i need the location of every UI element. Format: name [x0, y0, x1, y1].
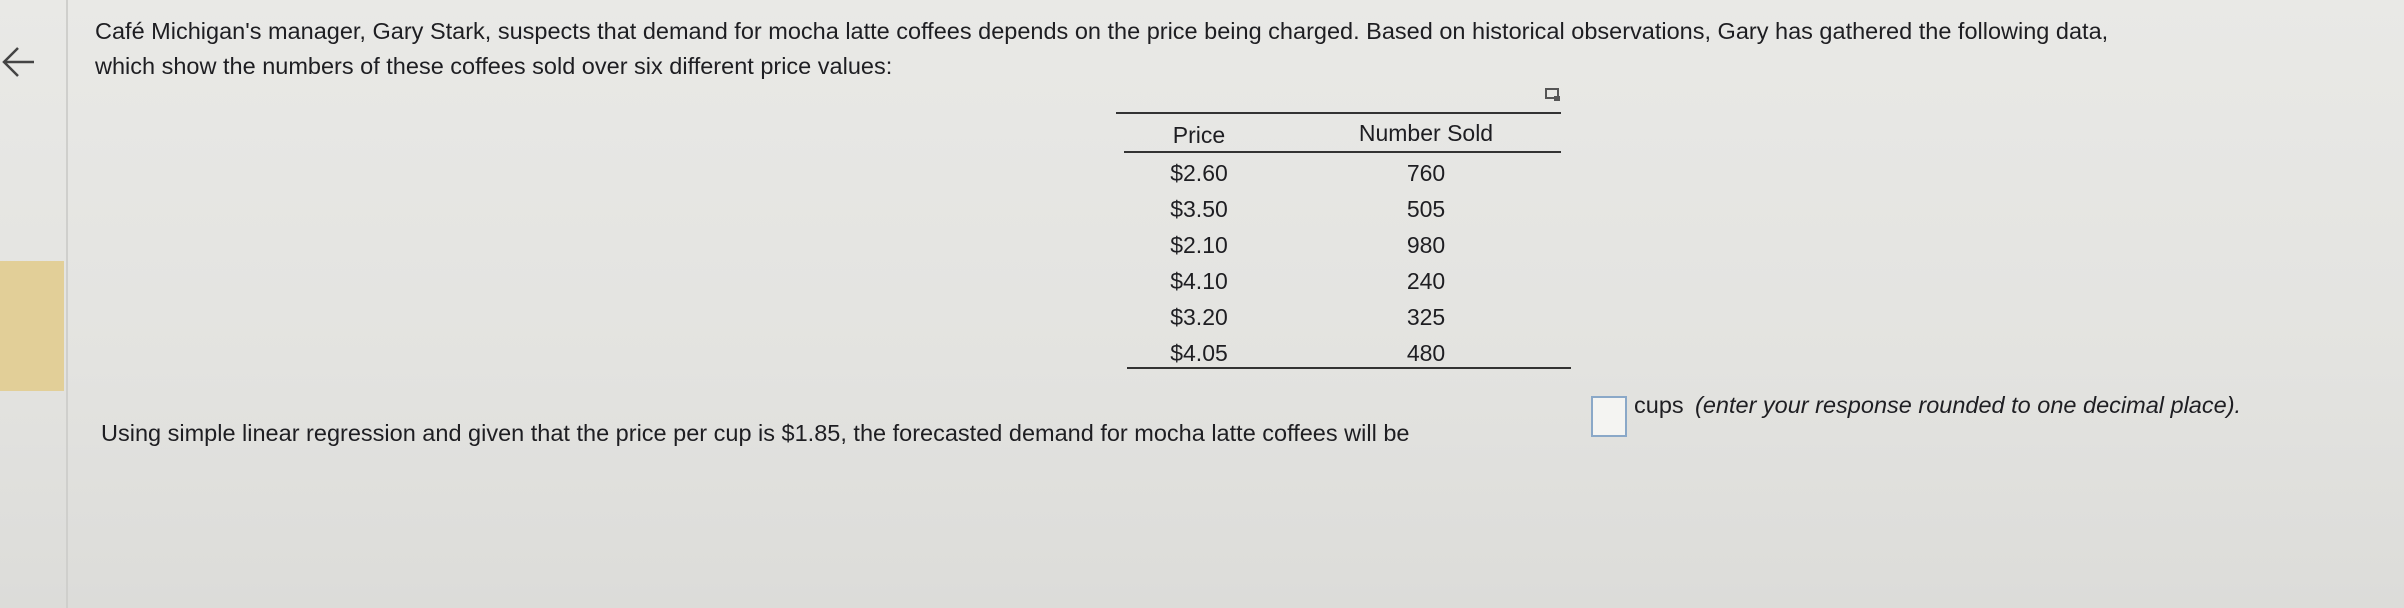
side-highlight: [0, 261, 64, 391]
table-cell: $3.50: [1170, 196, 1228, 222]
table-cell: 760: [1406, 160, 1446, 186]
back-arrow-icon: [2, 47, 34, 77]
question-unit: cups: [1634, 392, 1684, 418]
table-cell: 325: [1406, 304, 1446, 330]
table-header: Price: [1172, 122, 1226, 148]
table-cell: $2.10: [1170, 232, 1228, 258]
table-header: Number Sold: [1358, 120, 1494, 146]
table-cell: 505: [1406, 196, 1446, 222]
intro-line: which show the numbers of these coffees …: [95, 53, 893, 79]
question-text: Using simple linear regression and given…: [101, 420, 1410, 446]
table-top-rule: [1116, 112, 1561, 114]
table-cell: 240: [1406, 268, 1446, 294]
divider: [66, 0, 68, 608]
table-cell: 980: [1406, 232, 1446, 258]
expand-icon[interactable]: [1544, 87, 1562, 103]
table-header-rule: [1124, 151, 1561, 153]
intro-line: Café Michigan's manager, Gary Stark, sus…: [95, 18, 2109, 44]
answer-input[interactable]: [1591, 396, 1627, 437]
question-note: (enter your response rounded to one deci…: [1695, 392, 2242, 418]
back-arrow[interactable]: [0, 42, 40, 82]
table-cell: $4.05: [1170, 340, 1228, 366]
expand-icon-svg: [1545, 88, 1560, 101]
table-cell: $2.60: [1170, 160, 1228, 186]
table-cell: 480: [1406, 340, 1446, 366]
table-cell: $4.10: [1170, 268, 1228, 294]
table-bottom-rule: [1127, 367, 1571, 369]
table-cell: $3.20: [1170, 304, 1228, 330]
